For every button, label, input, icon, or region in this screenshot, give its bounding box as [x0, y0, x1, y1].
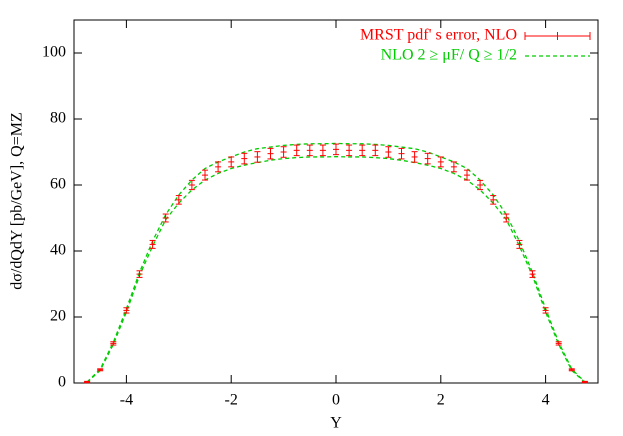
x-tick-label: 4 [542, 392, 550, 409]
error-bar [359, 144, 366, 157]
error-bar [437, 156, 444, 168]
error-bar [162, 213, 169, 223]
error-bar [581, 380, 588, 384]
x-tick-label: -2 [225, 392, 238, 409]
y-tick-label: 60 [50, 176, 66, 193]
error-bar [333, 143, 339, 156]
error-bar [346, 144, 353, 157]
band-line [86, 155, 586, 383]
error-bar [411, 151, 418, 163]
error-bar [385, 146, 392, 158]
y-tick-label: 40 [50, 242, 66, 259]
error-bar [97, 368, 104, 372]
error-bar [280, 146, 287, 158]
error-bar [490, 195, 497, 205]
error-bar [450, 161, 457, 173]
error-bar [188, 179, 195, 191]
error-bar [568, 368, 575, 372]
y-tick-label: 0 [58, 374, 66, 391]
error-bar [293, 144, 300, 157]
error-bar [516, 239, 523, 249]
legend-label: MRST pdf' s error, NLO [360, 27, 517, 44]
error-bar [241, 152, 248, 165]
error-bar [477, 179, 484, 191]
error-bar [503, 213, 510, 223]
y-tick-label: 80 [50, 110, 66, 127]
error-bar [529, 270, 536, 278]
error-bar [149, 239, 156, 249]
x-tick-label: 0 [332, 392, 340, 409]
error-bar [424, 152, 431, 165]
error-bar [372, 144, 379, 157]
x-tick-label: 2 [437, 392, 445, 409]
error-bar [123, 307, 130, 314]
error-bar [319, 144, 326, 157]
error-bar [254, 151, 261, 163]
error-bar [542, 307, 549, 314]
error-bar [110, 341, 117, 346]
x-axis-label: Y [330, 415, 342, 432]
error-bar [202, 169, 208, 181]
x-tick-label: -4 [120, 392, 133, 409]
error-bar [136, 270, 143, 278]
y-axis-label: dσ/dQdY [pb/GeV], Q=MZ [9, 112, 26, 289]
error-bar [555, 341, 562, 346]
y-tick-label: 100 [42, 44, 66, 61]
error-bar [228, 156, 235, 168]
error-bar [306, 144, 313, 157]
error-bar [175, 195, 182, 205]
band-line [86, 142, 586, 383]
error-bar [464, 169, 470, 181]
error-bar [215, 161, 222, 173]
error-bar [84, 380, 91, 384]
y-tick-label: 20 [50, 308, 66, 325]
error-bar [267, 147, 274, 160]
legend-label: NLO 2 ≥ μF/ Q ≥ 1/2 [381, 47, 517, 64]
plot-frame [73, 19, 599, 384]
error-bar [398, 147, 405, 160]
